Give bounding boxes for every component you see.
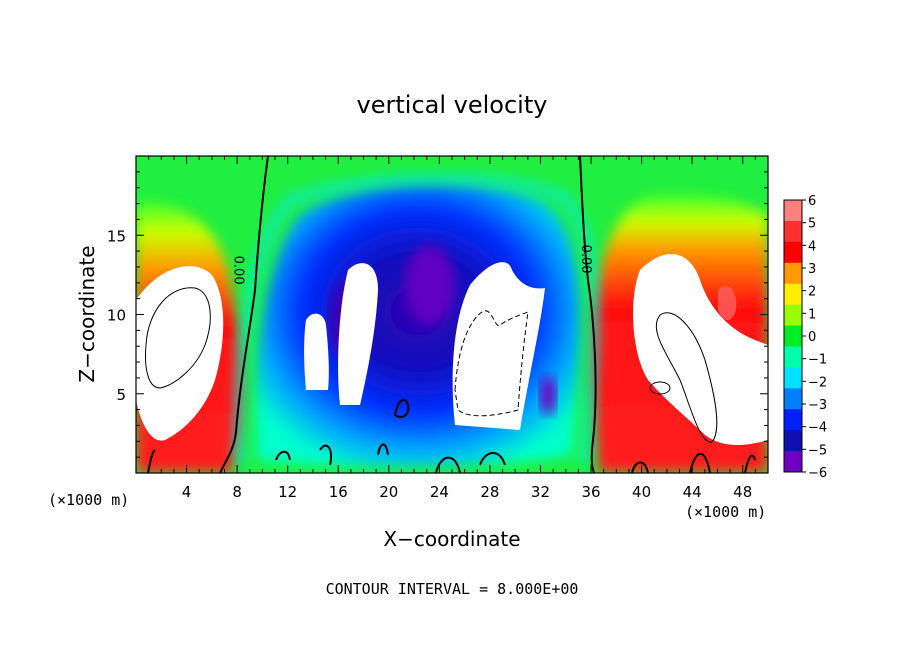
- colorbar-swatch: [784, 262, 802, 285]
- heatmap-field: [136, 156, 768, 473]
- y-tick-label: 15: [107, 227, 126, 245]
- colorbar-label: 4: [808, 239, 816, 254]
- right-saturated-core: [633, 253, 768, 445]
- contour-label: 0.00: [231, 256, 246, 285]
- colorbar-swatch: [784, 200, 802, 222]
- colorbar-label: −1: [808, 353, 827, 368]
- x-tick-label: 12: [278, 483, 297, 501]
- colorbar-label: 5: [808, 217, 816, 232]
- y-tick-label: 5: [116, 386, 126, 404]
- x-tick-label: 32: [531, 483, 550, 501]
- contour-interval-note: CONTOUR INTERVAL = 8.000E+00: [326, 580, 579, 598]
- x-axis: 4 8 12 16 20 24 28 32 36 40 44 48: [148, 156, 756, 501]
- x-tick-label: 20: [379, 483, 398, 501]
- colorbar-swatch: [784, 367, 802, 389]
- colorbar-label: −2: [808, 375, 827, 390]
- x-tick-label: 28: [480, 483, 499, 501]
- colorbar-swatch: [784, 388, 802, 410]
- left-saturated-core: [136, 266, 224, 441]
- x-tick-label: 36: [581, 483, 600, 501]
- contour-label: 0.00: [578, 245, 593, 274]
- colorbar-swatch: [784, 241, 802, 264]
- y-axis: 5 10 15: [107, 171, 768, 458]
- chart-title: vertical velocity: [357, 91, 548, 119]
- x-tick-label: 24: [430, 483, 449, 501]
- x-tick-label: 44: [683, 483, 702, 501]
- colorbar-swatch: [784, 304, 802, 327]
- colorbar: 6 5 4 3 2 1 0 −1 −2 −3 −4 −5 −6: [783, 194, 827, 481]
- colorbar-swatch: [784, 430, 802, 452]
- x-axis-label: X−coordinate: [383, 527, 520, 551]
- colorbar-label: −4: [808, 421, 827, 436]
- colorbar-swatch: [784, 346, 802, 368]
- zero-contour-left: [219, 156, 269, 473]
- colorbar-label: 3: [808, 262, 816, 277]
- y-axis-label: Z−coordinate: [75, 245, 99, 382]
- colorbar-label: −3: [808, 398, 827, 413]
- y-tick-label: 10: [107, 307, 126, 325]
- colorbar-swatch: [784, 325, 802, 347]
- x-unit-label-right: (×1000 m): [685, 503, 766, 521]
- colorbar-label: −5: [808, 443, 827, 458]
- x-tick-label: 48: [733, 483, 752, 501]
- colorbar-swatch: [784, 283, 802, 306]
- colorbar-label: 1: [808, 307, 816, 322]
- x-tick-label: 8: [232, 483, 242, 501]
- colorbar-label: 2: [808, 285, 816, 300]
- x-tick-label: 16: [329, 483, 348, 501]
- center-saturated-core-a: [338, 263, 378, 405]
- colorbar-label: 0: [808, 330, 816, 345]
- contour-labels: 0.00 0.00: [231, 245, 594, 285]
- colorbar-label: −6: [808, 466, 827, 481]
- colorbar-swatch: [784, 451, 802, 473]
- colorbar-swatch: [784, 220, 802, 243]
- zero-contour-right: [579, 156, 597, 473]
- x-unit-label-left: (×1000 m): [48, 491, 129, 509]
- colorbar-swatch: [784, 409, 802, 431]
- x-tick-label: 4: [182, 483, 192, 501]
- center-saturated-core-b: [452, 262, 545, 430]
- colorbar-label: 6: [808, 194, 816, 209]
- x-tick-label: 40: [632, 483, 651, 501]
